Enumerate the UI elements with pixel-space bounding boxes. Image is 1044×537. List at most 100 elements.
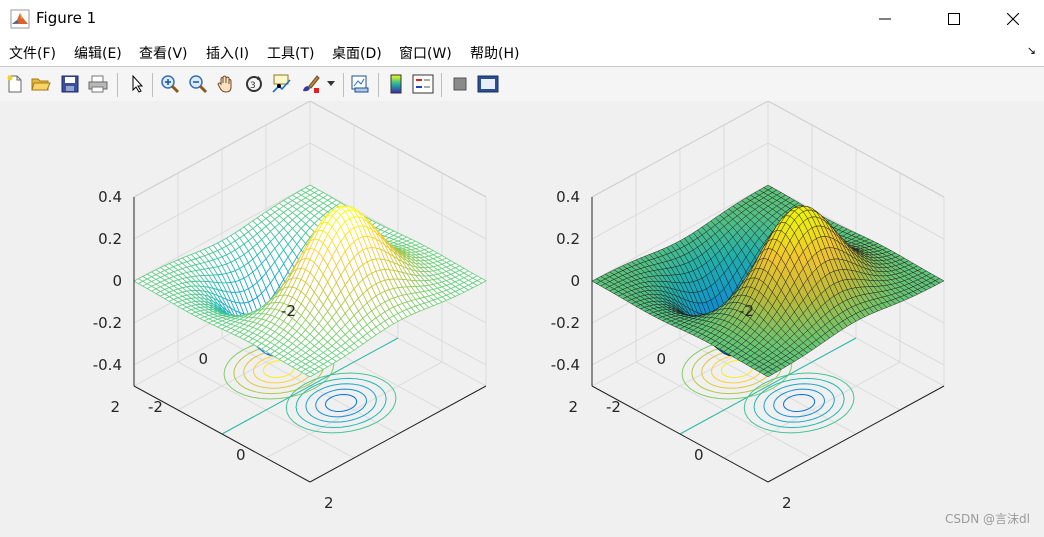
contour-line: [285, 372, 397, 434]
z-tick-label: 0.2: [556, 230, 580, 248]
mesh-cell: [304, 371, 316, 378]
zoom-out-icon[interactable]: [187, 73, 209, 95]
grid-line: [723, 361, 901, 459]
z-tick-label: 0.4: [556, 188, 580, 206]
contour-line: [325, 393, 358, 412]
mesh-plot: [133, 184, 487, 378]
x-tick-label: 0: [236, 446, 246, 464]
grid-line: [591, 184, 769, 282]
y-tick-label: 0: [656, 350, 666, 368]
contour-line: [315, 388, 368, 418]
grid-line: [767, 142, 945, 240]
print-icon[interactable]: [87, 73, 109, 95]
mesh-contour-axes[interactable]: 0.4 0.2 0 -0.2 -0.4 2 0 -2 -2 0 2: [0, 101, 522, 537]
save-icon[interactable]: [59, 73, 81, 95]
grid-line: [767, 385, 945, 483]
hide-plot-tools-icon[interactable]: [449, 73, 471, 95]
menu-desktop[interactable]: 桌面(D): [332, 46, 382, 62]
menu-tools[interactable]: 工具(T): [267, 46, 315, 62]
brush-icon[interactable]: [299, 73, 321, 95]
maximize-icon: [948, 13, 960, 25]
grid-line: [679, 337, 857, 435]
tick-labels: 0.4 0.2 0 -0.2 -0.4 2 0 -2 -2 0 2: [93, 188, 334, 512]
toolbar-separator: [441, 73, 442, 97]
z-tick-label: 0: [570, 272, 580, 290]
z-tick-label: -0.4: [93, 356, 122, 374]
x-tick-label: 0: [694, 446, 704, 464]
watermark: CSDN @言沫dl: [945, 512, 1030, 526]
x-tick-label: -2: [606, 398, 621, 416]
contour-line: [773, 388, 826, 418]
rotate-3d-icon[interactable]: 3: [243, 73, 265, 95]
y-tick-label: 2: [568, 398, 578, 416]
zoom-in-icon[interactable]: [159, 73, 181, 95]
z-tick-label: 0: [112, 272, 122, 290]
tick-labels: 0.4 0.2 0 -0.2 -0.4 2 0 -2 -2 0 2: [551, 188, 792, 512]
axes-edges: [591, 197, 945, 483]
contour-line: [743, 372, 855, 434]
contour-line: [305, 383, 377, 423]
menu-help[interactable]: 帮助(H): [470, 46, 520, 62]
figure-canvas[interactable]: 0.4 0.2 0 -0.2 -0.4 2 0 -2 -2 0 2 0.4 0.2 0 -0.2 -0.4 2…: [0, 101, 1044, 537]
menu-view[interactable]: 查看(V): [139, 46, 188, 62]
menu-window[interactable]: 窗口(W): [399, 46, 452, 62]
open-file-icon[interactable]: [30, 73, 52, 95]
grid-line: [309, 142, 487, 240]
toolbar-separator: [117, 73, 118, 97]
dock-arrow-icon[interactable]: ↘: [1026, 44, 1036, 57]
title-bar: Figure 1: [0, 0, 1044, 38]
z-tick-label: 0.4: [98, 188, 122, 206]
menu-edit[interactable]: 编辑(E): [74, 46, 122, 62]
legend-icon[interactable]: [412, 73, 434, 95]
contour-line: [295, 377, 387, 429]
svg-text:3: 3: [250, 81, 256, 91]
surface-plot: [591, 184, 945, 378]
grid-line: [133, 184, 311, 282]
brush-dropdown-icon[interactable]: [324, 73, 338, 95]
z-tick-label: -0.2: [551, 314, 580, 332]
contour-line: [763, 383, 835, 423]
grid-line: [591, 142, 769, 240]
plot-area[interactable]: 0.4 0.2 0 -0.2 -0.4 2 0 -2 -2 0 2: [458, 101, 980, 537]
new-figure-icon[interactable]: [4, 73, 26, 95]
figure-toolbar: 3: [0, 66, 1044, 102]
grid-line: [309, 385, 487, 483]
menu-insert[interactable]: 插入(I): [206, 46, 250, 62]
axes-edges: [133, 197, 487, 483]
grid-line: [221, 337, 399, 435]
grid-line: [133, 101, 311, 198]
menu-bar: 文件(F) 编辑(E) 查看(V) 插入(I) 工具(T) 桌面(D) 窗口(W…: [0, 38, 1044, 66]
y-tick-label: 0: [198, 350, 208, 368]
grid-line: [309, 101, 487, 198]
pan-hand-icon[interactable]: [215, 73, 237, 95]
z-tick-label: -0.2: [93, 314, 122, 332]
y-tick-label: 2: [110, 398, 120, 416]
window-title: Figure 1: [36, 9, 97, 27]
contour-line: [783, 393, 816, 412]
z-tick-label: -0.4: [551, 356, 580, 374]
maximize-button[interactable]: [931, 0, 977, 38]
toolbar-separator: [343, 73, 344, 97]
surface-contour-axes[interactable]: 0.4 0.2 0 -0.2 -0.4 2 0 -2 -2 0 2: [458, 101, 980, 537]
matlab-logo-icon: [10, 9, 30, 29]
select-arrow-icon[interactable]: [126, 73, 148, 95]
plot-area[interactable]: 0.4 0.2 0 -0.2 -0.4 2 0 -2 -2 0 2: [0, 101, 522, 537]
link-plot-icon[interactable]: [349, 73, 371, 95]
grid-line: [591, 385, 769, 483]
minimize-icon: [879, 18, 891, 20]
y-tick-label: -2: [281, 302, 296, 320]
minimize-button[interactable]: [862, 0, 908, 38]
colorbar-icon[interactable]: [385, 73, 407, 95]
data-cursor-icon[interactable]: [271, 73, 293, 95]
x-tick-label: 2: [324, 494, 334, 512]
grid-line: [133, 142, 311, 240]
show-plot-tools-icon[interactable]: [477, 73, 499, 95]
close-icon: [1007, 13, 1019, 25]
close-button[interactable]: [990, 0, 1036, 38]
menu-file[interactable]: 文件(F): [9, 46, 56, 62]
contour-line: [753, 377, 845, 429]
x-tick-label: -2: [148, 398, 163, 416]
contour-plot: [221, 337, 399, 435]
grid-line: [591, 101, 769, 198]
y-tick-label: -2: [739, 302, 754, 320]
